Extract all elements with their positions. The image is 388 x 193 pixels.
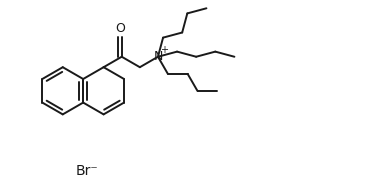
Text: +: + [160,45,168,55]
Text: Br⁻: Br⁻ [76,164,99,178]
Text: N: N [153,50,163,63]
Text: O: O [115,22,125,35]
